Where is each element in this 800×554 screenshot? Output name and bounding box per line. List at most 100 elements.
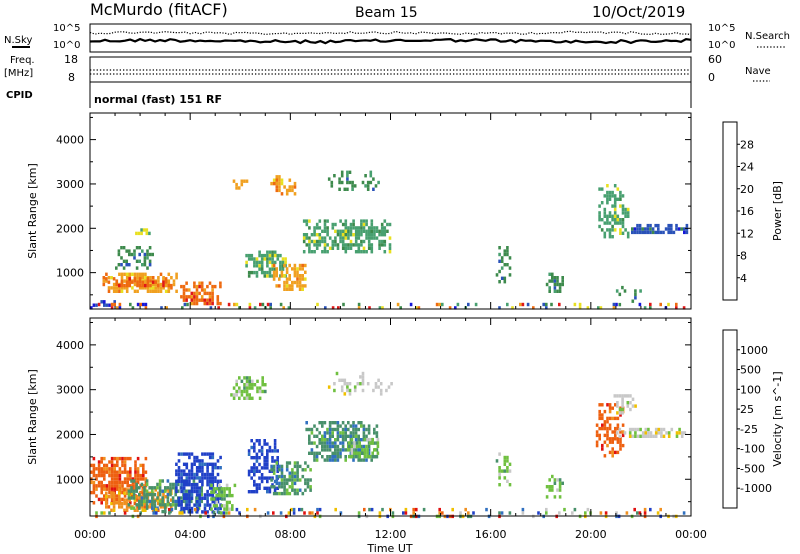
- range-cell: [97, 463, 101, 468]
- range-cell: [335, 371, 339, 376]
- range-cell: [188, 500, 191, 504]
- range-cell: [170, 276, 173, 280]
- range-cell: [626, 401, 630, 405]
- noise-floor-cell: [649, 302, 652, 307]
- range-cell: [341, 236, 345, 240]
- range-cell: [180, 489, 183, 494]
- range-cell: [619, 204, 622, 208]
- noise-floor-cell: [456, 302, 460, 307]
- range-cell: [158, 482, 162, 487]
- range-cell: [351, 184, 354, 188]
- range-cell: [331, 441, 334, 445]
- range-cell: [372, 388, 375, 393]
- range-cell: [266, 486, 269, 490]
- range-cell: [561, 276, 564, 280]
- range-cell: [296, 277, 299, 281]
- range-cell: [556, 478, 559, 482]
- range-cell: [310, 427, 314, 432]
- range-cell: [608, 211, 612, 215]
- range-cell: [100, 467, 103, 471]
- range-cell: [118, 286, 121, 290]
- range-cell: [383, 226, 387, 230]
- noise-floor-cell: [558, 302, 561, 307]
- range-cell: [157, 491, 160, 495]
- noise-floor-cell: [220, 511, 223, 515]
- range-cell: [616, 197, 620, 201]
- range-cell: [285, 188, 289, 193]
- range-cell: [126, 484, 129, 488]
- range-cell: [120, 280, 124, 284]
- range-cell: [618, 292, 622, 297]
- range-cell: [172, 282, 176, 287]
- range-cell: [203, 288, 207, 292]
- range-cell: [358, 444, 361, 449]
- range-cell: [92, 467, 96, 471]
- range-cell: [344, 438, 347, 442]
- noise-floor-cell: [659, 507, 662, 512]
- range-cell: [357, 434, 360, 438]
- range-cell: [105, 491, 108, 495]
- range-cell: [143, 263, 147, 267]
- noise-floor-cell: [451, 507, 454, 512]
- range-cell: [149, 283, 152, 288]
- range-cell: [188, 483, 191, 487]
- range-cell: [341, 431, 345, 435]
- range-cell: [357, 243, 361, 247]
- range-cell: [266, 456, 269, 460]
- range-cell: [113, 484, 116, 488]
- noise-floor-cell: [438, 302, 441, 307]
- range-cell: [336, 444, 340, 449]
- range-cell: [349, 239, 353, 244]
- range-cell: [613, 204, 617, 208]
- noise-floor-cell: [615, 302, 618, 307]
- noise-floor-cell: [308, 511, 311, 515]
- range-cell: [133, 498, 137, 502]
- range-cell: [313, 226, 316, 230]
- range-cell: [258, 476, 261, 480]
- range-cell: [361, 180, 365, 185]
- range-cell: [208, 281, 212, 285]
- range-cell: [323, 250, 327, 254]
- range-cell: [340, 388, 344, 393]
- range-cell: [350, 448, 354, 452]
- range-cell: [151, 276, 155, 280]
- range-cell: [619, 190, 622, 195]
- range-cell: [326, 250, 329, 254]
- range-cell: [611, 454, 614, 458]
- range-cell: [105, 463, 109, 468]
- range-cell: [608, 406, 612, 410]
- range-cell: [305, 233, 309, 237]
- range-cell: [260, 452, 264, 456]
- range-cell: [170, 505, 173, 509]
- range-cell: [308, 219, 311, 223]
- range-cell: [133, 249, 136, 253]
- colorbar-tick-label: 500: [740, 364, 761, 377]
- plot-frame: [89, 112, 692, 310]
- range-cell: [291, 468, 294, 472]
- range-cell: [118, 473, 122, 478]
- range-cell: [288, 274, 291, 278]
- range-cell: [141, 505, 144, 509]
- range-cell: [110, 495, 113, 499]
- range-cell: [158, 486, 162, 490]
- range-cell: [321, 236, 324, 240]
- range-cell: [280, 471, 284, 475]
- range-cell: [253, 264, 256, 268]
- range-cell: [606, 420, 609, 424]
- range-cell: [503, 462, 507, 466]
- range-cell: [308, 246, 311, 250]
- range-cell: [349, 229, 353, 233]
- noise-floor-cell: [196, 507, 200, 512]
- range-cell: [159, 272, 163, 276]
- range-cell: [383, 243, 387, 247]
- range-cell: [260, 264, 264, 268]
- range-cell: [113, 480, 116, 485]
- range-cell: [211, 295, 214, 299]
- range-cell: [201, 483, 204, 487]
- range-cell: [253, 383, 257, 387]
- range-cell: [253, 490, 256, 494]
- range-cell: [334, 243, 337, 247]
- velocity-data-cells: [90, 371, 687, 519]
- range-cell: [157, 283, 160, 288]
- range-cell: [200, 284, 204, 289]
